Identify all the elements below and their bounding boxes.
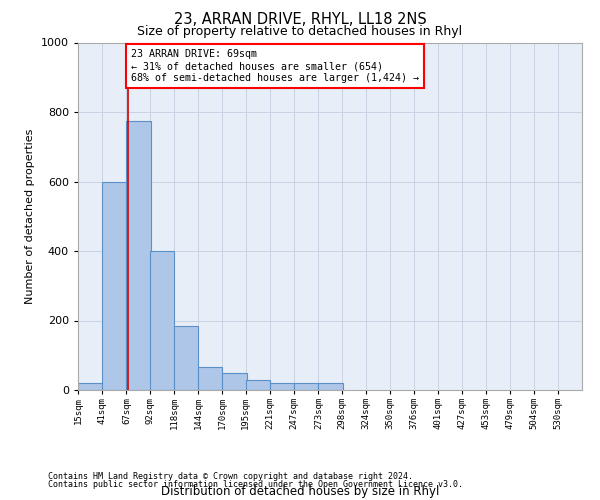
- Bar: [150, 251, 174, 390]
- Bar: [174, 326, 198, 390]
- Text: 23 ARRAN DRIVE: 69sqm
← 31% of detached houses are smaller (654)
68% of semi-det: 23 ARRAN DRIVE: 69sqm ← 31% of detached …: [131, 50, 419, 82]
- Bar: [294, 383, 319, 390]
- Text: Distribution of detached houses by size in Rhyl: Distribution of detached houses by size …: [161, 484, 439, 498]
- Text: Contains public sector information licensed under the Open Government Licence v3: Contains public sector information licen…: [48, 480, 463, 489]
- Bar: [223, 372, 247, 390]
- Bar: [127, 120, 151, 390]
- Text: Size of property relative to detached houses in Rhyl: Size of property relative to detached ho…: [137, 25, 463, 38]
- Bar: [102, 182, 127, 390]
- Bar: [270, 383, 294, 390]
- Text: Contains HM Land Registry data © Crown copyright and database right 2024.: Contains HM Land Registry data © Crown c…: [48, 472, 413, 481]
- Bar: [198, 368, 223, 390]
- Bar: [78, 383, 102, 390]
- Text: 23, ARRAN DRIVE, RHYL, LL18 2NS: 23, ARRAN DRIVE, RHYL, LL18 2NS: [173, 12, 427, 28]
- Bar: [245, 380, 270, 390]
- Bar: [319, 383, 343, 390]
- Y-axis label: Number of detached properties: Number of detached properties: [25, 128, 35, 304]
